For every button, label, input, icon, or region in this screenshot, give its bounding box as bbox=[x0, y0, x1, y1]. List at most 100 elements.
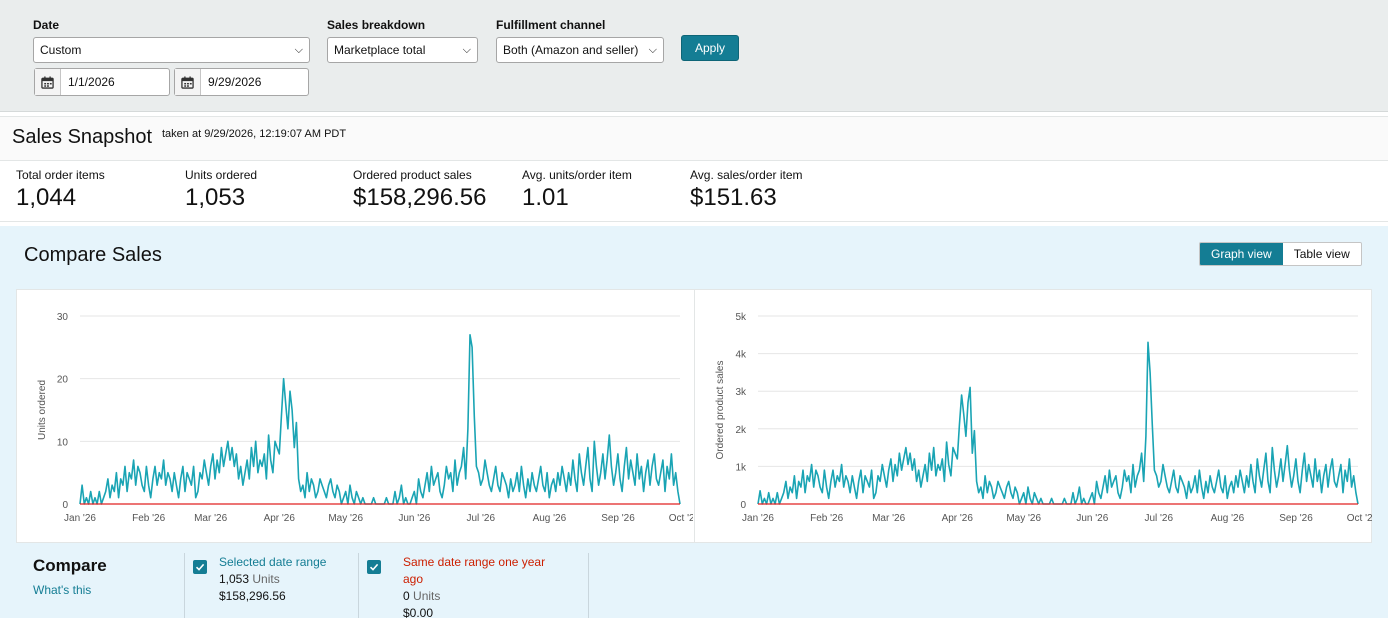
selected-range-label: Selected date range bbox=[219, 555, 327, 569]
y-tick-label: 30 bbox=[57, 312, 69, 323]
x-tick-label: Aug '26 bbox=[1211, 513, 1245, 524]
x-tick-label: Oct '26 bbox=[669, 513, 693, 524]
selected-range-series-line bbox=[79, 333, 681, 505]
calendar-icon[interactable] bbox=[175, 69, 201, 95]
x-tick-label: Mar '26 bbox=[194, 513, 227, 524]
calendar-icon[interactable] bbox=[35, 69, 61, 95]
y-tick-label: 0 bbox=[62, 500, 68, 511]
units-word: Units bbox=[252, 572, 280, 586]
metric-units-ordered: Units ordered 1,053 bbox=[185, 168, 257, 212]
sales-snapshot-title: Sales Snapshot bbox=[12, 126, 153, 148]
metric-value: $158,296.56 bbox=[353, 184, 487, 211]
y-tick-label: 20 bbox=[57, 375, 69, 386]
x-tick-label: Sep '26 bbox=[601, 513, 635, 524]
x-tick-label: Apr '26 bbox=[264, 513, 296, 524]
metric-avg-units-per-order-item: Avg. units/order item 1.01 bbox=[522, 168, 632, 212]
x-tick-label: May '26 bbox=[328, 513, 363, 524]
metric-value: 1,053 bbox=[185, 184, 246, 211]
divider bbox=[694, 290, 695, 542]
ordered-product-sales-chart: 0 1k 2k 3k 4k 5k Ordered product sales Jan '26 F… bbox=[715, 312, 1372, 524]
y-tick-label: 0 bbox=[740, 500, 746, 511]
fulfillment-channel-value: Both (Amazon and seller) bbox=[503, 43, 639, 57]
x-tick-label: Jun '26 bbox=[1076, 513, 1108, 524]
metric-label: Avg. units/order item bbox=[522, 168, 632, 182]
compare-title: Compare bbox=[33, 556, 107, 575]
x-tick-label: Feb '26 bbox=[132, 513, 165, 524]
y-tick-label: 1k bbox=[735, 462, 747, 473]
metric-label: Avg. sales/order item bbox=[690, 168, 803, 182]
view-toggle: Graph view Table view bbox=[1199, 242, 1362, 266]
snapshot-timestamp: taken at 9/29/2026, 12:19:07 AM PDT bbox=[162, 128, 347, 140]
metric-avg-sales-per-order-item: Avg. sales/order item $151.63 bbox=[690, 168, 803, 212]
x-tick-label: Jul '26 bbox=[466, 513, 495, 524]
divider bbox=[358, 553, 359, 618]
x-tick-label: Aug '26 bbox=[533, 513, 567, 524]
apply-button[interactable]: Apply bbox=[681, 35, 739, 61]
filter-bar: Date Custom ⌵ Sales breakdown Marketplac… bbox=[0, 0, 1388, 112]
sales-breakdown-label: Sales breakdown bbox=[327, 18, 426, 32]
y-tick-label: 3k bbox=[735, 387, 747, 398]
metric-label: Ordered product sales bbox=[353, 168, 472, 182]
last-year-label-line1: Same date range one year bbox=[403, 555, 546, 569]
selected-range-units: 1,053 bbox=[219, 572, 250, 586]
table-view-button[interactable]: Table view bbox=[1282, 243, 1361, 265]
graph-view-button[interactable]: Graph view bbox=[1200, 243, 1283, 265]
metric-value: 1,044 bbox=[16, 184, 77, 211]
units-ordered-chart: 0 10 20 30 Units ordered Jan '26 Feb '26 Mar '2… bbox=[37, 312, 693, 524]
metric-label: Units ordered bbox=[185, 168, 258, 182]
divider bbox=[0, 221, 1388, 222]
start-date-picker[interactable] bbox=[34, 68, 170, 96]
selected-range-checkbox[interactable] bbox=[193, 560, 207, 574]
sales-snapshot-header: Sales Snapshot taken at 9/29/2026, 12:19… bbox=[0, 116, 1388, 161]
last-year-units: 0 bbox=[403, 589, 410, 603]
date-range-value: Custom bbox=[40, 43, 82, 57]
charts-panel: 0 10 20 30 Units ordered Jan '26 Feb '26 Mar '2… bbox=[16, 289, 1372, 543]
x-tick-label: Oct '26 bbox=[1347, 513, 1372, 524]
check-icon bbox=[195, 563, 205, 571]
last-year-checkbox[interactable] bbox=[367, 560, 381, 574]
whats-this-link[interactable]: What's this bbox=[33, 583, 92, 597]
end-date-input[interactable] bbox=[202, 69, 305, 95]
y-tick-label: 4k bbox=[735, 350, 747, 361]
compare-sales-title: Compare Sales bbox=[24, 244, 162, 266]
y-tick-label: 2k bbox=[735, 425, 747, 436]
check-icon bbox=[369, 563, 379, 571]
metric-label: Total order items bbox=[16, 168, 105, 182]
last-year-legend: Same date range one year ago 0 Units $0.… bbox=[403, 554, 545, 618]
y-tick-label: 5k bbox=[735, 312, 747, 323]
selected-range-sales: $158,296.56 bbox=[219, 589, 286, 603]
end-date-picker[interactable] bbox=[174, 68, 309, 96]
x-tick-label: Jul '26 bbox=[1144, 513, 1173, 524]
chevron-down-icon: ⌵ bbox=[294, 44, 303, 56]
x-tick-label: Apr '26 bbox=[942, 513, 974, 524]
metric-value: $151.63 bbox=[690, 184, 777, 211]
sales-breakdown-value: Marketplace total bbox=[334, 43, 426, 57]
metric-ordered-product-sales: Ordered product sales $158,296.56 bbox=[353, 168, 486, 212]
x-tick-label: Mar '26 bbox=[872, 513, 905, 524]
y-axis-label: Units ordered bbox=[37, 380, 48, 440]
x-tick-label: Feb '26 bbox=[810, 513, 843, 524]
x-tick-label: Jun '26 bbox=[398, 513, 430, 524]
divider bbox=[184, 553, 185, 618]
chevron-down-icon: ⌵ bbox=[462, 44, 471, 56]
divider bbox=[588, 553, 589, 618]
metric-value: 1.01 bbox=[522, 184, 569, 211]
metric-total-order-items: Total order items 1,044 bbox=[16, 168, 105, 212]
last-year-label-line2: ago bbox=[403, 572, 424, 586]
date-label: Date bbox=[33, 18, 60, 32]
fulfillment-channel-select[interactable]: Both (Amazon and seller) ⌵ bbox=[496, 37, 664, 63]
selected-range-series-line bbox=[757, 341, 1359, 505]
x-tick-label: Jan '26 bbox=[64, 513, 96, 524]
x-tick-label: Jan '26 bbox=[742, 513, 774, 524]
x-tick-label: May '26 bbox=[1006, 513, 1041, 524]
y-tick-label: 10 bbox=[57, 437, 69, 448]
date-range-select[interactable]: Custom ⌵ bbox=[33, 37, 310, 63]
start-date-input[interactable] bbox=[62, 69, 166, 95]
fulfillment-channel-label: Fulfillment channel bbox=[496, 18, 606, 32]
sales-breakdown-select[interactable]: Marketplace total ⌵ bbox=[327, 37, 478, 63]
chevron-down-icon: ⌵ bbox=[648, 44, 657, 56]
compare-sales-section: Compare Sales Graph view Table view 0 10 2… bbox=[0, 226, 1388, 618]
selected-range-legend: Selected date range 1,053 Units $158,296… bbox=[219, 554, 326, 605]
units-word: Units bbox=[413, 589, 441, 603]
x-tick-label: Sep '26 bbox=[1279, 513, 1313, 524]
